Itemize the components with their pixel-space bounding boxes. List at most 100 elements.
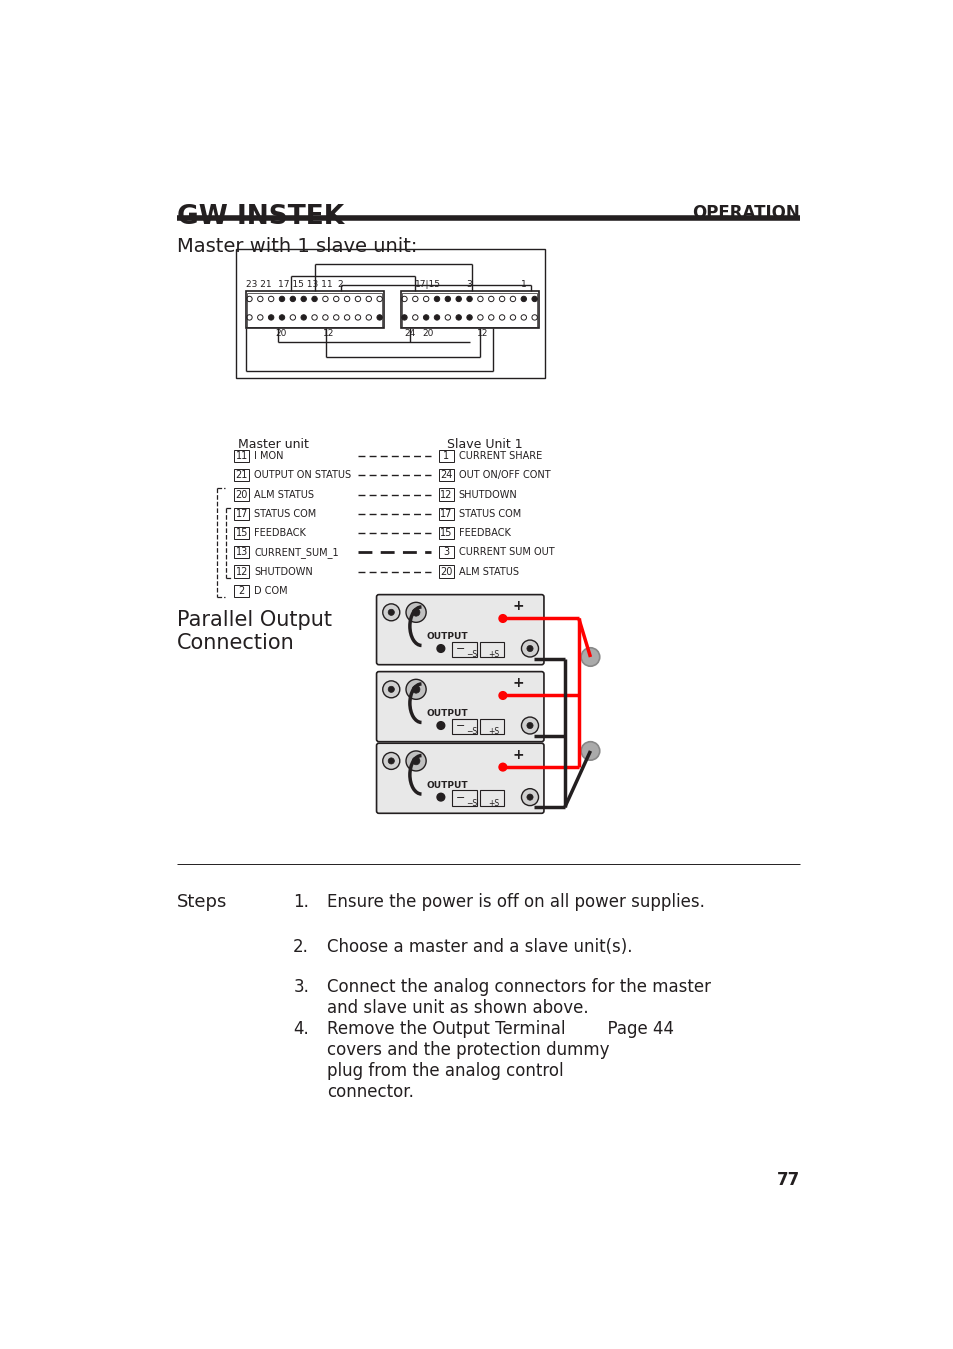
- Text: OUTPUT ON STATUS: OUTPUT ON STATUS: [253, 471, 351, 480]
- Text: 3: 3: [466, 281, 472, 289]
- Bar: [233, 565, 249, 577]
- Circle shape: [466, 314, 472, 320]
- Text: 20: 20: [274, 329, 286, 339]
- Circle shape: [279, 314, 284, 320]
- Circle shape: [436, 793, 444, 801]
- Bar: [400, 291, 537, 328]
- Text: −: −: [456, 722, 464, 731]
- Circle shape: [401, 314, 407, 320]
- Bar: [233, 546, 249, 558]
- Circle shape: [382, 681, 399, 697]
- Circle shape: [388, 610, 394, 615]
- Text: −: −: [456, 645, 464, 654]
- Text: 24: 24: [439, 471, 452, 480]
- Text: 15: 15: [235, 527, 248, 538]
- Text: 12: 12: [235, 567, 248, 576]
- Circle shape: [521, 789, 537, 805]
- Text: Connect the analog connectors for the master
and slave unit as shown above.: Connect the analog connectors for the ma…: [327, 978, 710, 1017]
- Text: 11: 11: [235, 451, 248, 461]
- Text: OUTPUT: OUTPUT: [427, 710, 468, 719]
- Text: 3: 3: [443, 548, 449, 557]
- Circle shape: [498, 615, 506, 622]
- Text: SHUTDOWN: SHUTDOWN: [253, 567, 313, 576]
- Circle shape: [580, 648, 599, 666]
- Bar: [438, 488, 454, 500]
- Circle shape: [456, 297, 461, 302]
- Circle shape: [268, 314, 274, 320]
- Text: 23 21: 23 21: [245, 281, 271, 289]
- Text: D COM: D COM: [253, 585, 288, 596]
- Text: OUTPUT: OUTPUT: [427, 633, 468, 642]
- Bar: [452, 719, 476, 734]
- Text: +: +: [512, 599, 523, 614]
- Text: CURRENT SHARE: CURRENT SHARE: [458, 451, 541, 461]
- Text: 1.: 1.: [293, 893, 309, 912]
- Text: 2: 2: [238, 585, 245, 596]
- Circle shape: [521, 639, 537, 657]
- Text: FEEDBACK: FEEDBACK: [458, 527, 510, 538]
- Circle shape: [520, 297, 526, 302]
- Text: 17|15: 17|15: [415, 281, 440, 289]
- Text: 17: 17: [439, 509, 452, 519]
- Circle shape: [436, 722, 444, 730]
- Circle shape: [312, 297, 317, 302]
- Text: ALM STATUS: ALM STATUS: [253, 490, 314, 499]
- Text: ALM STATUS: ALM STATUS: [458, 567, 518, 576]
- Bar: [233, 488, 249, 500]
- Text: Choose a master and a slave unit(s).: Choose a master and a slave unit(s).: [327, 938, 632, 956]
- Bar: [233, 449, 249, 463]
- Circle shape: [445, 297, 450, 302]
- Text: 20: 20: [439, 567, 452, 576]
- Text: −S: −S: [466, 727, 476, 737]
- Circle shape: [456, 314, 461, 320]
- Text: SHUTDOWN: SHUTDOWN: [458, 490, 517, 499]
- Circle shape: [382, 604, 399, 621]
- Bar: [245, 291, 383, 328]
- Text: +: +: [512, 747, 523, 762]
- Circle shape: [532, 297, 537, 302]
- Bar: [479, 791, 504, 805]
- Text: 77: 77: [777, 1171, 800, 1188]
- Text: 2.: 2.: [293, 938, 309, 956]
- Bar: [438, 449, 454, 463]
- Text: I MON: I MON: [253, 451, 283, 461]
- Text: CURRENT_SUM_1: CURRENT_SUM_1: [253, 546, 338, 557]
- Bar: [479, 719, 504, 734]
- Text: STATUS COM: STATUS COM: [458, 509, 520, 519]
- Circle shape: [382, 753, 399, 769]
- Text: 12: 12: [476, 329, 487, 339]
- Text: 2: 2: [336, 281, 342, 289]
- Text: −S: −S: [466, 650, 476, 660]
- Circle shape: [406, 680, 426, 699]
- Text: −S: −S: [466, 799, 476, 808]
- Text: 21: 21: [235, 471, 248, 480]
- Text: 20: 20: [422, 329, 434, 339]
- Bar: [247, 293, 381, 326]
- Circle shape: [526, 645, 533, 652]
- FancyBboxPatch shape: [376, 595, 543, 665]
- Text: Steps: Steps: [177, 893, 228, 912]
- Bar: [233, 584, 249, 596]
- Circle shape: [521, 718, 537, 734]
- Bar: [438, 507, 454, 519]
- Circle shape: [412, 757, 419, 765]
- Bar: [402, 293, 537, 326]
- Text: +S: +S: [488, 727, 498, 737]
- Bar: [233, 469, 249, 482]
- Text: +S: +S: [488, 799, 498, 808]
- Text: 3.: 3.: [293, 978, 309, 996]
- Text: 4.: 4.: [294, 1020, 309, 1039]
- Text: OPERATION: OPERATION: [691, 204, 799, 223]
- Circle shape: [526, 795, 533, 800]
- Bar: [438, 527, 454, 540]
- Circle shape: [406, 751, 426, 770]
- Circle shape: [279, 297, 284, 302]
- Text: 12: 12: [439, 490, 452, 499]
- FancyBboxPatch shape: [376, 672, 543, 742]
- Circle shape: [388, 758, 394, 764]
- Text: 17: 17: [235, 509, 248, 519]
- Bar: [236, 248, 544, 378]
- Text: 17 15 13 11: 17 15 13 11: [278, 281, 333, 289]
- Text: Ensure the power is off on all power supplies.: Ensure the power is off on all power sup…: [327, 893, 704, 912]
- Circle shape: [434, 297, 439, 302]
